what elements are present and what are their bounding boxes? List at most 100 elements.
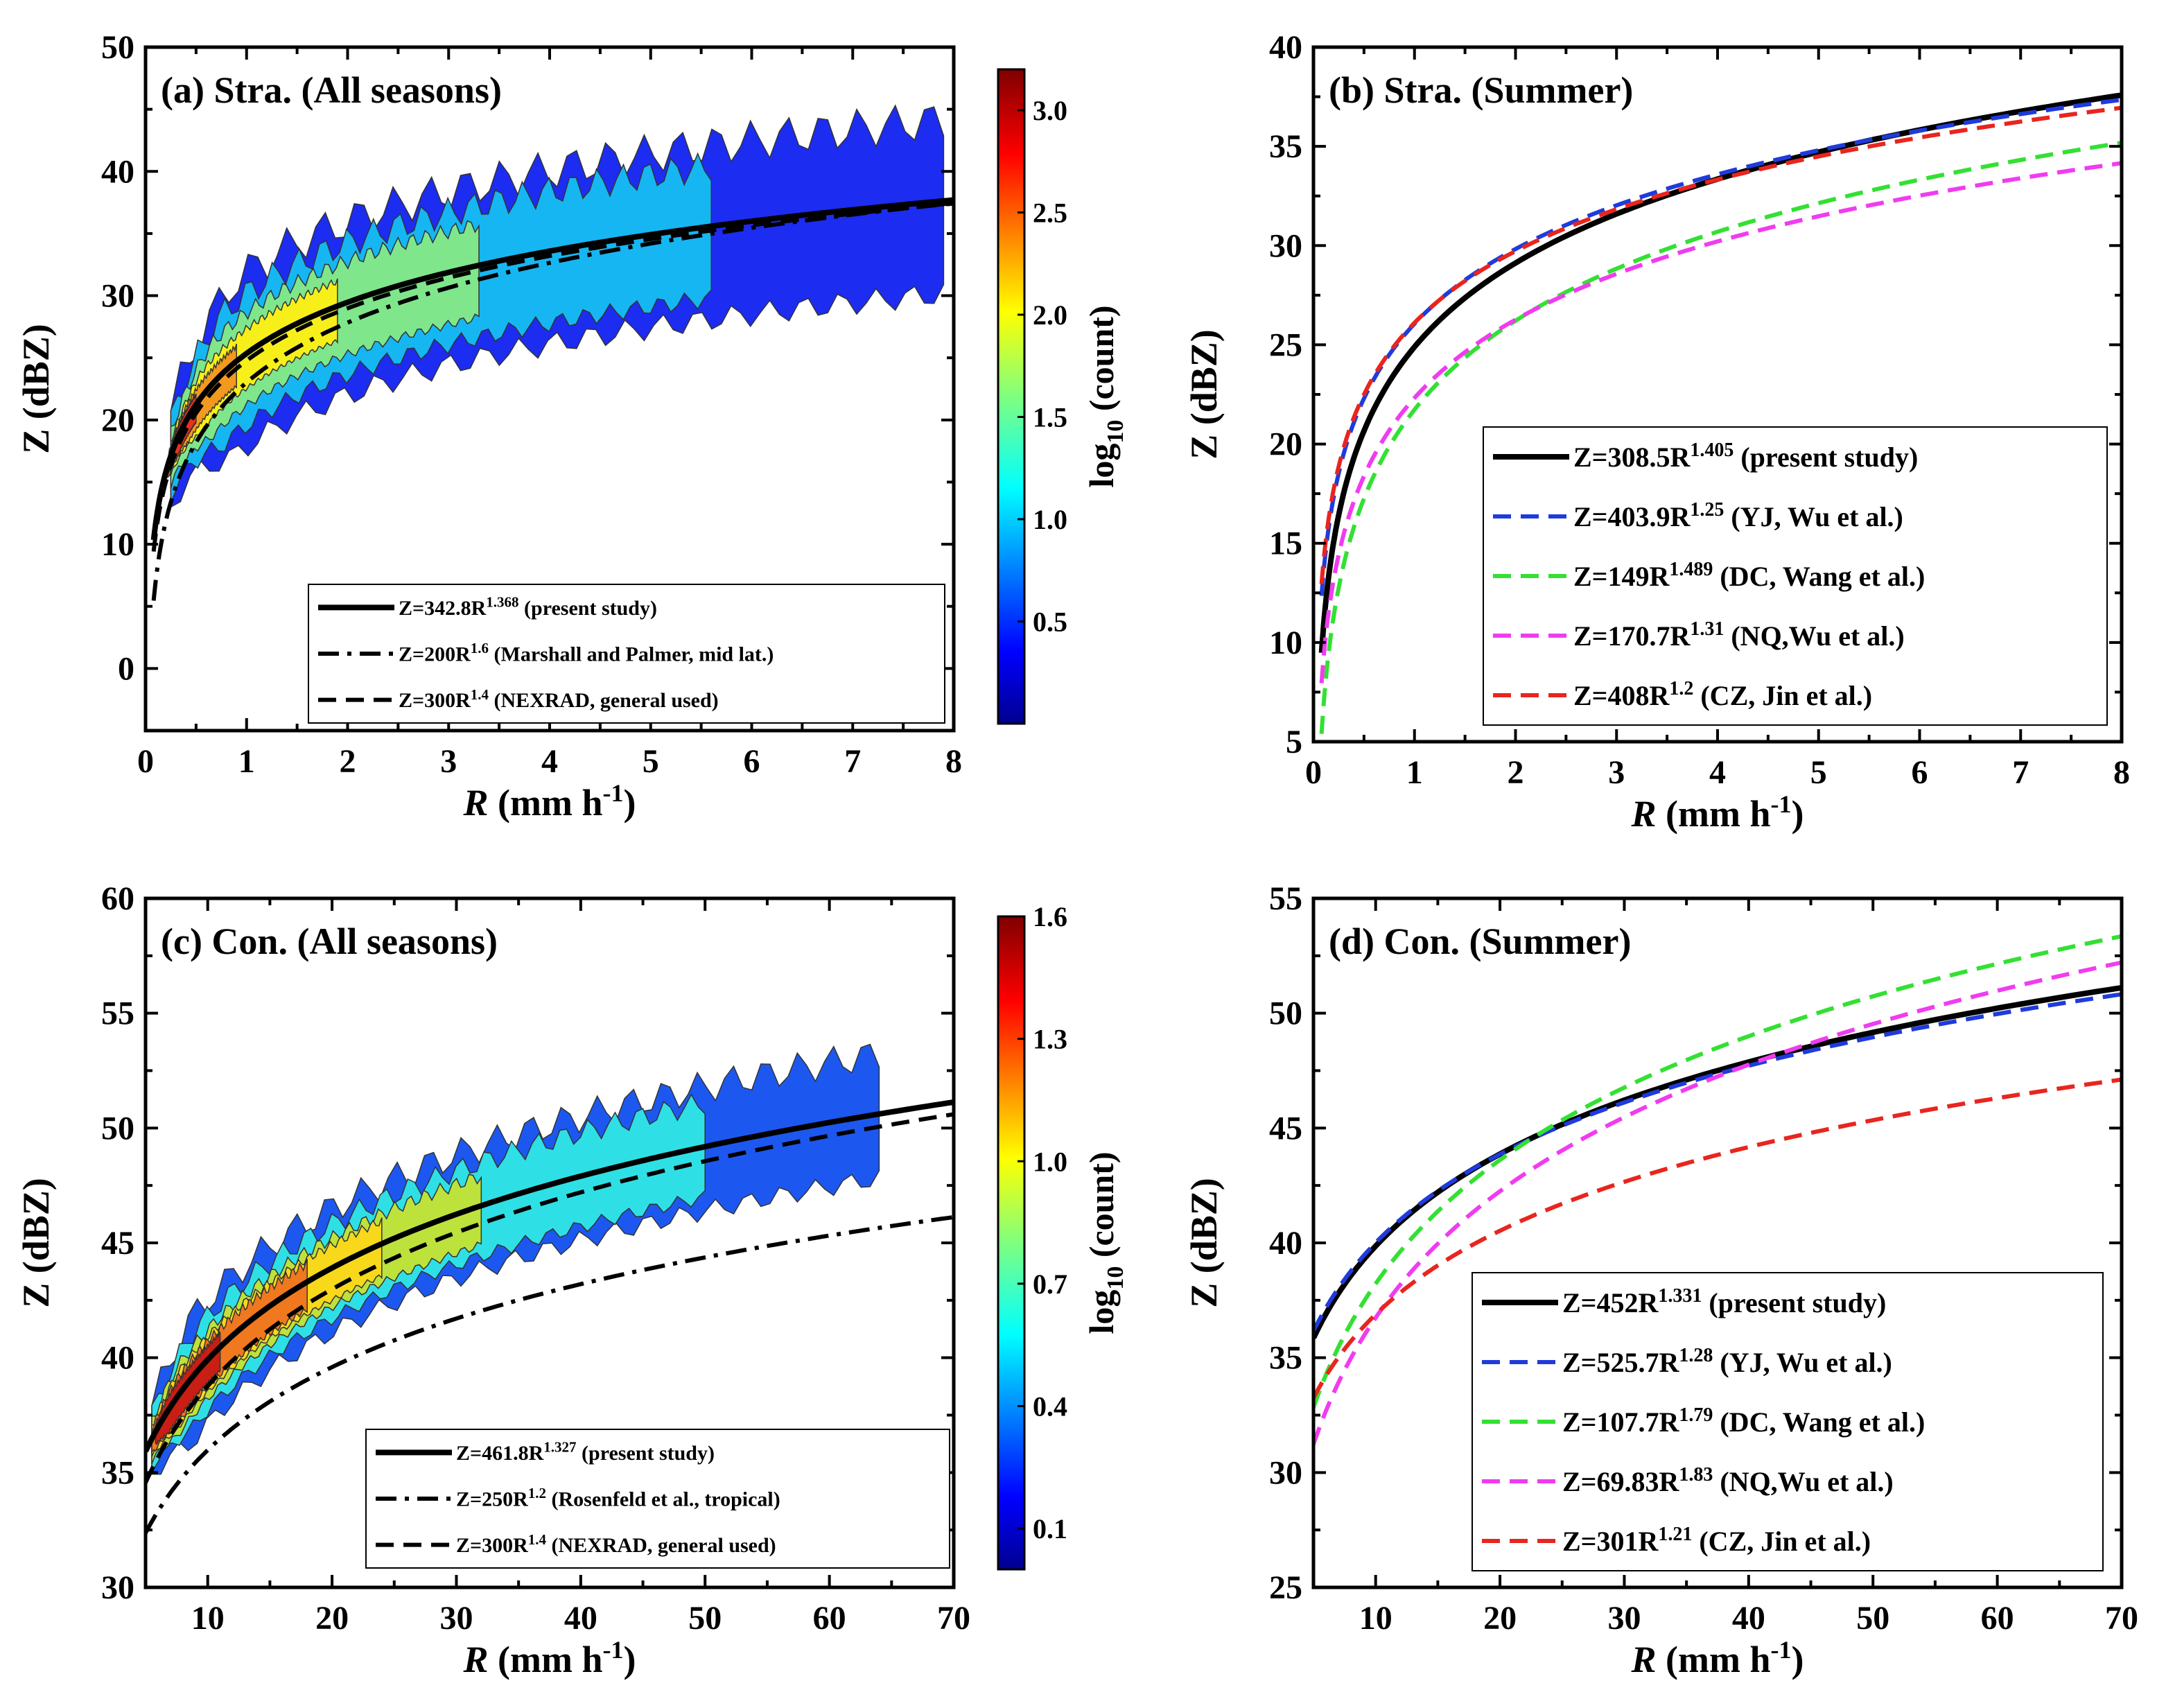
series-line-nexrad bbox=[151, 201, 954, 552]
x-tick-label: 10 bbox=[191, 1600, 225, 1637]
panel-title: (c) Con. (All seasons) bbox=[161, 921, 498, 962]
colorbar-tick-label: 2.0 bbox=[1033, 299, 1067, 331]
legend-label: Z=149R1.489 (DC, Wang et al.) bbox=[1573, 559, 1925, 592]
series-line-nq-wu-et-al- bbox=[1319, 161, 2122, 683]
axis-ticks bbox=[144, 46, 955, 732]
colorbar-label: log10 (count) bbox=[1082, 305, 1128, 487]
colorbar-tick-label: 2.5 bbox=[1033, 198, 1067, 229]
legend: Z=461.8R1.327 (present study) Z=250R1.2 (… bbox=[365, 1429, 950, 1569]
colorbar-tick-label: 0.4 bbox=[1033, 1391, 1067, 1422]
series-line-cz-jin-et-al- bbox=[1319, 105, 2122, 584]
x-axis-label: R (mm h-1) bbox=[463, 1636, 636, 1680]
x-tick-label: 10 bbox=[1359, 1600, 1392, 1637]
y-tick-label: 10 bbox=[1269, 625, 1302, 661]
legend-label: Z=200R1.6 (Marshall and Palmer, mid lat.… bbox=[399, 640, 774, 665]
series-line-present-study bbox=[146, 1099, 954, 1453]
legend: Z=342.8R1.368 (present study) Z=200R1.6 (… bbox=[308, 584, 945, 724]
y-tick-label: 60 bbox=[101, 880, 134, 917]
x-tick-label: 2 bbox=[340, 743, 356, 780]
colorbar-tick-label: 1.3 bbox=[1033, 1024, 1067, 1055]
legend-label: Z=301R1.21 (CZ, Jin et al.) bbox=[1562, 1524, 1871, 1557]
legend-box bbox=[1472, 1272, 2104, 1571]
panel-b: 0 1 2 3 4 5 6 7 8 5 10 15 20 25 30 35 40 R (mm h-1) Z (dBZ… bbox=[1183, 29, 2130, 835]
x-axis-label: R (mm h-1) bbox=[463, 779, 636, 824]
x-tick-label: 60 bbox=[1981, 1600, 2014, 1637]
density-band-3 bbox=[151, 1174, 482, 1465]
plot-area-b bbox=[1318, 92, 2122, 734]
colorbar-tick-label: 1.5 bbox=[1033, 402, 1067, 433]
legend-label: Z=250R1.2 (Rosenfeld et al., tropical) bbox=[456, 1485, 780, 1510]
axis-ticks bbox=[144, 897, 955, 1589]
axis-ticks bbox=[1312, 897, 2123, 1589]
x-tick-label: 20 bbox=[315, 1600, 349, 1637]
panel-c: 10 20 30 40 50 60 70 30 35 40 45 50 55 60 R (mm h-1) Z … bbox=[15, 880, 1128, 1680]
y-tick-label: 5 bbox=[1286, 724, 1302, 760]
x-tick-label: 8 bbox=[2113, 754, 2130, 791]
legend-label: Z=461.8R1.327 (present study) bbox=[456, 1438, 715, 1464]
series-line-present-study bbox=[150, 197, 954, 541]
y-tick-label: 40 bbox=[101, 153, 134, 190]
x-tick-label: 60 bbox=[813, 1600, 846, 1637]
legend-label: Z=308.5R1.405 (present study) bbox=[1573, 439, 1918, 473]
legend-box bbox=[365, 1429, 950, 1569]
y-tick-label: 0 bbox=[118, 650, 134, 687]
legend: Z=452R1.331 (present study) Z=525.7R1.28 … bbox=[1472, 1272, 2104, 1571]
y-tick-label: 30 bbox=[101, 278, 134, 315]
x-tick-label: 3 bbox=[1608, 754, 1625, 791]
x-tick-label: 70 bbox=[937, 1600, 970, 1637]
colorbar-gradient bbox=[997, 915, 1026, 1571]
panel-a: 0 1 2 3 4 5 6 7 8 0 10 20 30 40 50 R (mm h-1) Z (dBZ) (a)… bbox=[15, 29, 1128, 824]
series-line-rosenfeld-et-al- bbox=[146, 1214, 954, 1534]
x-tick-label: 1 bbox=[238, 743, 255, 780]
x-tick-label: 20 bbox=[1483, 1600, 1517, 1637]
x-tick-label: 30 bbox=[439, 1600, 473, 1637]
x-tick-label: 1 bbox=[1406, 754, 1423, 791]
x-tick-label: 6 bbox=[744, 743, 760, 780]
colorbar-label: log10 (count) bbox=[1082, 1151, 1128, 1334]
axis-ticks bbox=[1312, 46, 2123, 743]
plot-area-d bbox=[1313, 934, 2122, 1445]
plot-area-c bbox=[146, 1043, 954, 1534]
y-tick-label: 35 bbox=[1269, 1340, 1302, 1377]
y-tick-label: 10 bbox=[101, 526, 134, 563]
legend-label: Z=69.83R1.83 (NQ,Wu et al.) bbox=[1562, 1464, 1894, 1497]
x-tick-label: 8 bbox=[945, 743, 962, 780]
x-tick-label: 0 bbox=[137, 743, 154, 780]
y-tick-label: 50 bbox=[101, 1110, 134, 1147]
y-tick-label: 55 bbox=[101, 995, 134, 1032]
x-tick-label: 50 bbox=[688, 1600, 722, 1637]
x-tick-label: 5 bbox=[643, 743, 659, 780]
colorbar: 0.1 0.4 0.7 1.0 1.3 1.6 log10 (count) bbox=[997, 901, 1128, 1571]
x-tick-label: 30 bbox=[1607, 1600, 1641, 1637]
y-tick-label: 40 bbox=[1269, 1225, 1302, 1262]
colorbar: 0.5 1.0 1.5 2.0 2.5 3.0 log10 (count) bbox=[997, 68, 1128, 725]
y-axis-label: Z (dBZ) bbox=[1183, 329, 1225, 460]
legend-label: Z=408R1.2 (CZ, Jin et al.) bbox=[1573, 678, 1872, 711]
plot-area-a bbox=[150, 104, 954, 601]
y-tick-label: 45 bbox=[101, 1225, 134, 1262]
panel-title: (a) Stra. (All seasons) bbox=[161, 69, 502, 111]
legend-label: Z=452R1.331 (present study) bbox=[1562, 1285, 1886, 1318]
panel-d: 10 20 30 40 50 60 70 25 30 35 40 45 50 55 R (mm h-1) Z … bbox=[1183, 880, 2138, 1680]
legend-box bbox=[1483, 426, 2108, 726]
colorbar-tick-label: 1.6 bbox=[1033, 901, 1067, 932]
colorbar-tick-label: 0.1 bbox=[1033, 1513, 1067, 1544]
legend-label: Z=107.7R1.79 (DC, Wang et al.) bbox=[1562, 1404, 1925, 1438]
colorbar-gradient bbox=[997, 68, 1026, 725]
density-band-3 bbox=[170, 220, 480, 489]
y-tick-label: 55 bbox=[1269, 880, 1302, 917]
y-axis-label: Z (dBZ) bbox=[1183, 1178, 1225, 1308]
x-axis-label: R (mm h-1) bbox=[1631, 1636, 1804, 1680]
colorbar-tick-label: 0.5 bbox=[1033, 607, 1067, 638]
y-tick-label: 30 bbox=[1269, 1454, 1302, 1491]
x-axis-label: R (mm h-1) bbox=[1631, 790, 1804, 835]
y-tick-label: 20 bbox=[1269, 426, 1302, 463]
series-line-nexrad bbox=[146, 1112, 954, 1484]
x-tick-label: 4 bbox=[541, 743, 558, 780]
legend-label: Z=403.9R1.25 (YJ, Wu et al.) bbox=[1573, 499, 1903, 532]
x-tick-label: 70 bbox=[2105, 1600, 2138, 1637]
x-tick-label: 0 bbox=[1305, 754, 1322, 791]
colorbar-tick-label: 1.0 bbox=[1033, 1146, 1067, 1177]
x-tick-label: 7 bbox=[2012, 754, 2029, 791]
